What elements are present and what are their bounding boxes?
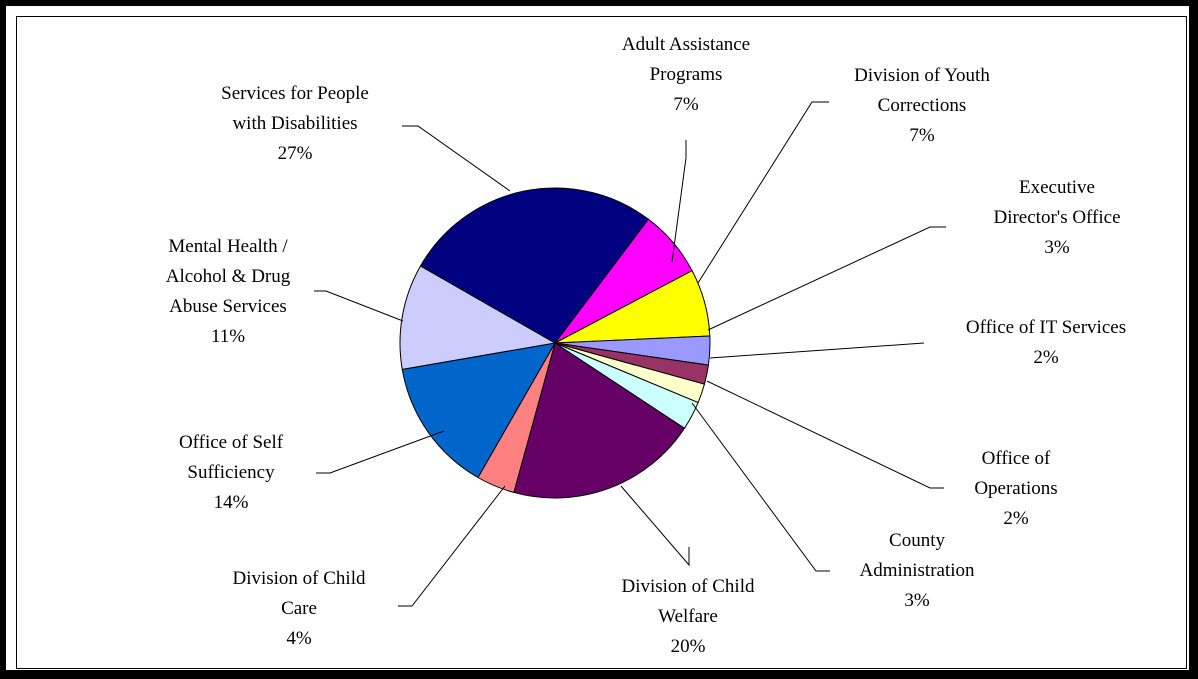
slice-label: Services for People with Disabilities 27% bbox=[221, 83, 369, 164]
slice-name-line: Office of bbox=[982, 448, 1051, 469]
slice-labels: Adult Assistance Programs 7%Division of Yo… bbox=[166, 34, 1126, 657]
slice-name-line: Office of IT Services bbox=[966, 317, 1126, 338]
pie-slice bbox=[399, 265, 557, 370]
slice-label: Adult Assistance Programs 7% bbox=[622, 34, 750, 115]
slice-name-line: Adult Assistance bbox=[622, 34, 750, 55]
leader-line bbox=[706, 380, 944, 489]
slice-name-line: Sufficiency bbox=[187, 462, 275, 483]
slice-name-line: Division of Child bbox=[621, 576, 755, 597]
leader-line bbox=[398, 485, 506, 607]
slice-percent-label: 7% bbox=[909, 125, 935, 146]
slice-name-line: Administration bbox=[859, 560, 975, 581]
leader-line bbox=[314, 290, 404, 322]
slice-percent-label: 14% bbox=[214, 492, 249, 513]
slice-name-line: Operations bbox=[974, 478, 1057, 499]
slice-name-line: Division of Youth bbox=[854, 65, 990, 86]
slice-percent-label: 7% bbox=[673, 94, 699, 115]
slice-percent-label: 2% bbox=[1003, 508, 1029, 529]
slice-label: Mental Health / Alcohol & Drug Abuse Servi… bbox=[166, 236, 291, 347]
slice-name-line: Director's Office bbox=[993, 207, 1120, 228]
leader-line bbox=[316, 430, 445, 474]
slice-name-line: Care bbox=[281, 598, 317, 619]
slice-percent-label: 3% bbox=[904, 590, 930, 611]
slice-label: Division of Youth Corrections 7% bbox=[854, 65, 990, 146]
slice-percent-label: 20% bbox=[671, 636, 706, 657]
slice-label: Office of Operations 2% bbox=[974, 448, 1057, 529]
slice-percent-label: 27% bbox=[278, 143, 313, 164]
slice-name-line: Welfare bbox=[658, 606, 718, 627]
slice-name-line: Executive bbox=[1019, 177, 1095, 198]
leader-line bbox=[671, 140, 687, 263]
leader-line bbox=[697, 101, 829, 284]
leader-line bbox=[709, 342, 925, 359]
chart-area bbox=[16, 16, 1187, 669]
slice-label: Office of Self Sufficiency 14% bbox=[179, 432, 284, 513]
leader-lines bbox=[314, 101, 946, 607]
slice-percent-label: 4% bbox=[286, 628, 312, 649]
slice-percent-label: 2% bbox=[1033, 347, 1059, 368]
slice-label: Executive Director's Office 3% bbox=[993, 177, 1120, 258]
slice-name-line: Programs bbox=[650, 64, 723, 85]
slice-name-line: Office of Self bbox=[179, 432, 284, 453]
slice-percent-label: 11% bbox=[211, 326, 245, 347]
slice-percent-label: 3% bbox=[1044, 237, 1070, 258]
leader-line bbox=[620, 485, 690, 567]
pie-slice bbox=[419, 187, 649, 344]
pie-slice bbox=[401, 342, 556, 479]
slice-label: Office of IT Services 2% bbox=[966, 317, 1126, 368]
slice-label: Division of Child Care 4% bbox=[232, 568, 366, 649]
leader-line bbox=[691, 402, 830, 572]
slice-name-line: Corrections bbox=[878, 95, 967, 116]
slice-name-line: County bbox=[889, 530, 945, 551]
slice-name-line: with Disabilities bbox=[232, 113, 357, 134]
slice-name-line: Alcohol & Drug bbox=[166, 266, 291, 287]
slice-label: Division of Child Welfare 20% bbox=[621, 576, 755, 657]
slice-label: County Administration 3% bbox=[859, 530, 975, 611]
slice-name-line: Services for People bbox=[221, 83, 369, 104]
slice-name-line: Mental Health / bbox=[168, 236, 288, 257]
leader-line bbox=[402, 125, 511, 192]
slice-name-line: Division of Child bbox=[232, 568, 366, 589]
pie-slice bbox=[513, 342, 686, 499]
leader-line bbox=[707, 226, 946, 331]
slice-name-line: Abuse Services bbox=[169, 296, 287, 317]
pie-slices bbox=[399, 187, 711, 499]
